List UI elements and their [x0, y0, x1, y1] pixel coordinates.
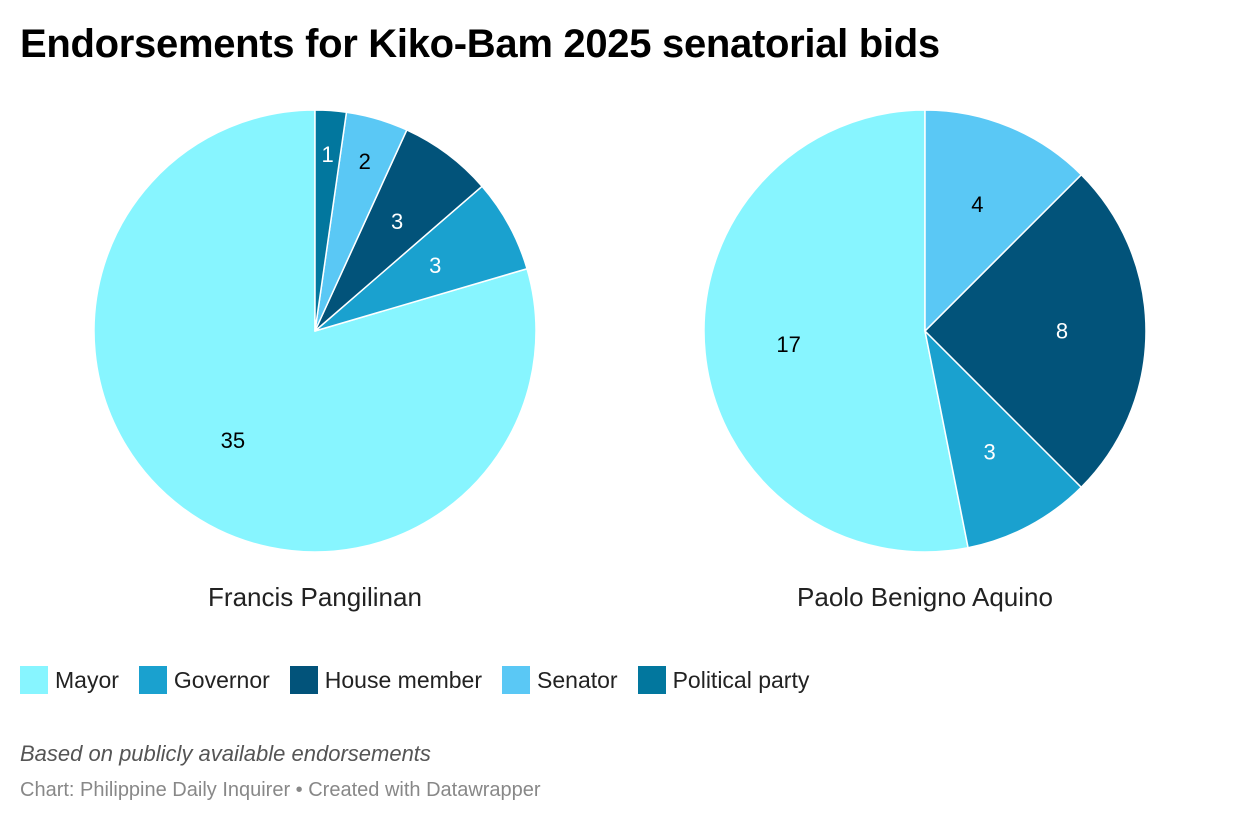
slice-paolo-benigno-aquino-house-member	[924, 173, 1147, 489]
legend-swatch-governor	[138, 666, 167, 694]
slice-francis-pangilinan-political-party	[314, 109, 348, 332]
pie-francis-pangilinan: 35 3 3 2 1 Francis Pangilinan	[93, 109, 537, 612]
slice-label-francis-pangilinan-governor: 3	[429, 253, 441, 278]
legend-label-mayor: Mayor	[55, 666, 119, 693]
pie-charts: 35 3 3 2 1 Francis Pangilinan 17 3 8 4 Paolo Benig…	[93, 109, 1147, 612]
slice-label-francis-pangilinan-senator: 2	[359, 149, 371, 174]
legend-label-governor: Governor	[173, 666, 270, 693]
slice-label-paolo-benigno-aquino-house-member: 8	[1056, 319, 1068, 344]
slice-label-paolo-benigno-aquino-governor: 3	[983, 439, 995, 464]
legend-label-senator: Senator	[537, 666, 618, 693]
legend-label-political-party: Political party	[672, 666, 810, 693]
slice-paolo-benigno-aquino-senator	[924, 109, 1083, 332]
slice-label-francis-pangilinan-house-member: 3	[391, 209, 403, 234]
slice-label-francis-pangilinan-mayor: 35	[221, 428, 245, 453]
legend-swatch-mayor	[20, 666, 48, 694]
slice-label-francis-pangilinan-political-party: 1	[321, 142, 333, 167]
legend-swatch-house-member	[289, 666, 318, 694]
chart-title: Endorsements for Kiko-Bam 2025 senatoria…	[20, 22, 940, 66]
legend-label-house-member: House member	[324, 666, 483, 693]
legend-swatch-senator	[502, 666, 531, 694]
pie-paolo-benigno-aquino: 17 3 8 4 Paolo Benigno Aquino	[703, 109, 1147, 612]
chart-source: Chart: Philippine Daily Inquirer • Creat…	[20, 779, 541, 801]
slice-francis-pangilinan-mayor	[93, 109, 537, 553]
slice-paolo-benigno-aquino-mayor	[703, 109, 969, 553]
legend-item-political-party: Political party	[637, 666, 810, 694]
pie-caption-paolo-benigno-aquino: Paolo Benigno Aquino	[797, 582, 1053, 612]
slice-label-paolo-benigno-aquino-senator: 4	[971, 192, 983, 217]
legend-swatch-political-party	[637, 666, 666, 694]
legend-item-senator: Senator	[502, 666, 618, 694]
slice-paolo-benigno-aquino-governor	[924, 330, 1083, 549]
pie-caption-francis-pangilinan: Francis Pangilinan	[208, 582, 422, 612]
chart-note: Based on publicly available endorsements	[20, 741, 431, 766]
slice-label-paolo-benigno-aquino-mayor: 17	[776, 332, 800, 357]
legend-item-governor: Governor	[138, 666, 270, 694]
legend-item-house-member: House member	[289, 666, 483, 694]
legend-item-mayor: Mayor	[20, 666, 119, 694]
legend: Mayor Governor House member Senator Poli…	[20, 666, 829, 694]
